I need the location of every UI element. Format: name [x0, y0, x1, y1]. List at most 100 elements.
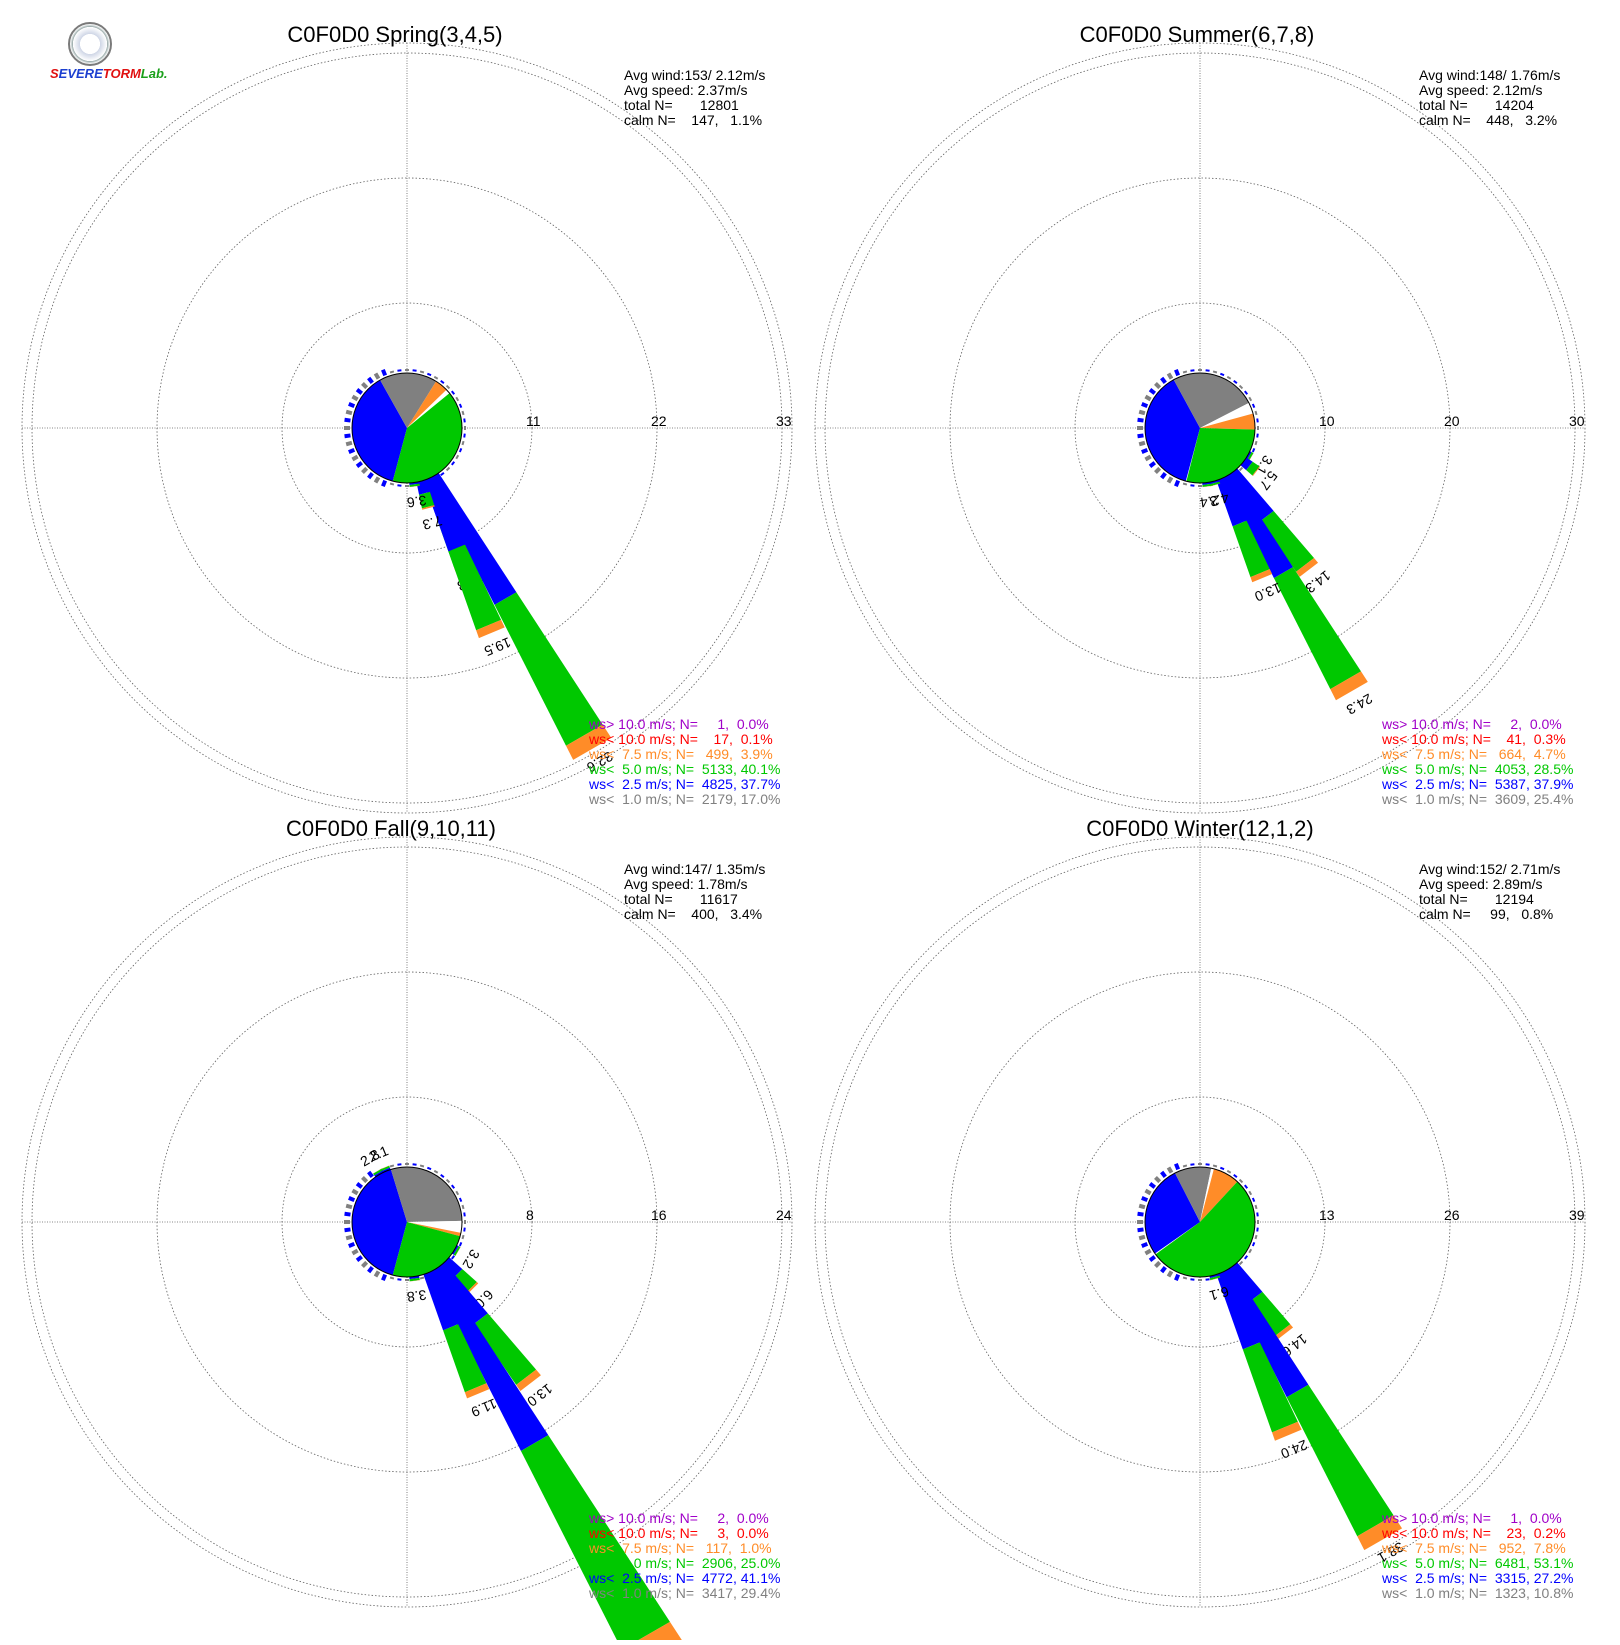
- minor-petal: [1169, 477, 1172, 482]
- minor-petal: [349, 1244, 355, 1246]
- minor-petal: [392, 483, 393, 485]
- ring-label-3: 39: [1569, 1207, 1585, 1223]
- petal-label: 3.6: [406, 492, 428, 510]
- minor-petal: [352, 457, 357, 460]
- minor-petal: [362, 383, 366, 387]
- minor-petal: [1253, 405, 1255, 406]
- legend-entry-blue: ws< 2.5 m/s; N= 4772, 41.1%: [588, 1570, 780, 1586]
- minor-petal: [1253, 1199, 1255, 1200]
- petal-2: 38.1: [1223, 1267, 1406, 1566]
- minor-petal: [345, 1214, 351, 1215]
- stat-line-3: total N= 12194: [1419, 891, 1534, 907]
- legend-entry-blue: ws< 2.5 m/s; N= 4825, 37.7%: [588, 776, 780, 792]
- minor-petal: [422, 371, 423, 373]
- petal-label: 11.9: [469, 1396, 500, 1421]
- minor-petal: [447, 1180, 448, 1181]
- legend-entry-orange: ws< 7.5 m/s; N= 664, 4.7%: [1381, 746, 1566, 762]
- minor-petal: [462, 443, 464, 444]
- petal-segment-green: [495, 592, 603, 745]
- petal-6: 3.8: [406, 1276, 428, 1305]
- minor-petal: [349, 450, 355, 452]
- legend-entry-green: ws< 5.0 m/s; N= 5133, 40.1%: [588, 761, 780, 777]
- minor-petal: [462, 1207, 464, 1208]
- minor-petal: [345, 435, 351, 436]
- minor-petal: [1185, 1277, 1186, 1279]
- minor-petal: [1215, 371, 1216, 373]
- minor-petal: [1240, 386, 1241, 387]
- legend-entry-blue: ws< 2.5 m/s; N= 3315, 27.2%: [1381, 1570, 1573, 1586]
- minor-petal: [1138, 420, 1144, 421]
- minor-petal: [1155, 468, 1159, 472]
- minor-petal: [383, 370, 385, 376]
- petal-label: 2.4: [1199, 492, 1221, 510]
- minor-petal: [1145, 1251, 1150, 1254]
- petal-label: 24.3: [1344, 691, 1376, 719]
- minor-petal: [362, 468, 366, 472]
- minor-petal: [1235, 1175, 1236, 1177]
- minor-petal: [357, 1257, 362, 1261]
- ring-label-2: 22: [651, 413, 667, 429]
- minor-petal: [1235, 381, 1236, 383]
- minor-petal: [422, 1165, 423, 1167]
- stat-line-3: total N= 12801: [624, 97, 739, 113]
- legend-entry-grey: ws< 1.0 m/s; N= 3417, 29.4%: [588, 1585, 780, 1601]
- stat-line-4: calm N= 400, 3.4%: [624, 906, 762, 922]
- minor-petal: [1255, 1207, 1257, 1208]
- stat-line-1: Avg wind:147/ 1.35m/s: [624, 861, 765, 877]
- minor-petal: [456, 399, 458, 400]
- ring-label-3: 30: [1569, 413, 1585, 429]
- minor-petal: [1142, 1198, 1148, 1200]
- minor-petal: [1142, 450, 1148, 452]
- minor-petal: [1155, 383, 1159, 387]
- minor-petal: [442, 1175, 443, 1177]
- legend-entry-purple: ws> 10.0 m/s; N= 1, 0.0%: [588, 716, 769, 732]
- legend-entry-red: ws< 10.0 m/s; N= 23, 0.2%: [1381, 1525, 1566, 1541]
- minor-petal: [1150, 1257, 1155, 1261]
- minor-petal: [460, 1244, 462, 1245]
- minor-petal: [452, 463, 454, 464]
- petal-label: 7.3: [421, 513, 444, 534]
- minor-petal: [352, 1251, 357, 1254]
- ring-label-1: 11: [526, 413, 541, 429]
- minor-petal: [1142, 1244, 1148, 1246]
- minor-petal: [1240, 1262, 1241, 1263]
- minor-petal: [357, 390, 362, 394]
- minor-petal: [1155, 1262, 1159, 1266]
- minor-petal: [452, 1186, 454, 1187]
- legend-entry-orange: ws< 7.5 m/s; N= 499, 3.9%: [588, 746, 773, 762]
- ring-label-3: 24: [776, 1207, 792, 1223]
- legend-entry-green: ws< 5.0 m/s; N= 2906, 25.0%: [588, 1555, 780, 1571]
- petal-label: 24.0: [1278, 1437, 1309, 1462]
- stat-line-2: Avg speed: 2.12m/s: [1419, 82, 1542, 98]
- minor-petal: [1145, 397, 1150, 400]
- minor-petal: [352, 397, 357, 400]
- minor-petal: [456, 1193, 458, 1194]
- minor-petal: [456, 457, 458, 458]
- ring-label-1: 10: [1319, 413, 1335, 429]
- petal-7: 2.4: [1199, 482, 1221, 511]
- ring-label-2: 20: [1444, 413, 1460, 429]
- stat-line-3: total N= 14204: [1419, 97, 1534, 113]
- ring-label-1: 13: [1319, 1207, 1335, 1223]
- minor-petal: [1138, 1229, 1144, 1230]
- minor-petal: [1185, 483, 1186, 485]
- minor-petal: [1138, 1214, 1144, 1215]
- minor-petal: [1185, 371, 1186, 373]
- chart-title: C0F0D0 Fall(9,10,11): [286, 816, 496, 841]
- minor-petal: [383, 1275, 385, 1281]
- minor-petal: [369, 1267, 373, 1272]
- legend-entry-red: ws< 10.0 m/s; N= 3, 0.0%: [588, 1525, 769, 1541]
- minor-petal: [1185, 1165, 1186, 1167]
- minor-petal: [1222, 373, 1223, 375]
- petal-label: 3.2: [459, 1247, 483, 1272]
- minor-petal: [1176, 1275, 1178, 1281]
- minor-petal: [462, 1237, 464, 1238]
- minor-petal: [1139, 412, 1145, 414]
- minor-petal: [452, 1257, 454, 1258]
- minor-petal: [1240, 1180, 1241, 1181]
- minor-petal: [1162, 378, 1166, 383]
- minor-petal: [1176, 370, 1178, 376]
- legend-entry-purple: ws> 10.0 m/s; N= 2, 0.0%: [588, 1510, 769, 1526]
